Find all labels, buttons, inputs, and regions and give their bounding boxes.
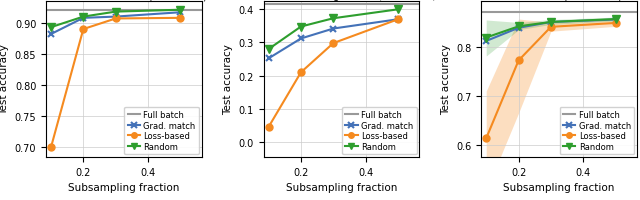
X-axis label: Subsampling fraction: Subsampling fraction xyxy=(504,182,615,192)
Legend: Full batch, Grad. match, Loss-based, Random: Full batch, Grad. match, Loss-based, Ran… xyxy=(342,107,417,155)
X-axis label: Subsampling fraction: Subsampling fraction xyxy=(68,182,179,192)
Title: WRN-28-2 on ImageNet32 (10% noise): WRN-28-2 on ImageNet32 (10% noise) xyxy=(247,0,436,1)
Y-axis label: Test accuracy: Test accuracy xyxy=(441,44,451,115)
X-axis label: Subsampling fraction: Subsampling fraction xyxy=(285,182,397,192)
Y-axis label: Test accuracy: Test accuracy xyxy=(0,44,9,115)
Y-axis label: Test accuracy: Test accuracy xyxy=(223,44,233,115)
Title: ResNet18 on CIFAR10 (10% noise): ResNet18 on CIFAR10 (10% noise) xyxy=(40,0,207,1)
Legend: Full batch, Grad. match, Loss-based, Random: Full batch, Grad. match, Loss-based, Ran… xyxy=(559,107,634,155)
Title: Bert on imdb (10% noise): Bert on imdb (10% noise) xyxy=(497,0,621,1)
Legend: Full batch, Grad. match, Loss-based, Random: Full batch, Grad. match, Loss-based, Ran… xyxy=(124,107,199,155)
